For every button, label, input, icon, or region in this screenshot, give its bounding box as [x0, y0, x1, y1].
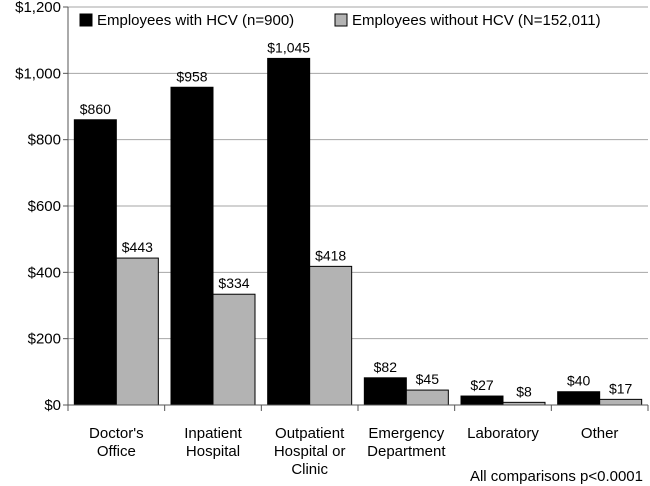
bar-without-hcv [599, 398, 643, 406]
legend: Employees with HCV (n=900) Employees with… [79, 12, 601, 29]
category-label: Doctor's Office [89, 425, 144, 460]
data-label: $860 [80, 101, 111, 117]
bar-with-hcv [363, 377, 407, 406]
data-label: $418 [315, 247, 346, 263]
bars [73, 57, 643, 406]
data-label: $40 [567, 373, 591, 389]
legend-swatch [79, 13, 93, 27]
category-label: Other [581, 425, 619, 442]
gridlines [68, 6, 648, 406]
bar-with-hcv [557, 391, 601, 406]
category-label: Laboratory [467, 425, 539, 442]
bar-with-hcv [73, 119, 117, 406]
bar-without-hcv [309, 265, 353, 406]
y-tick-label: $1,200 [15, 0, 61, 16]
bar-without-hcv [405, 389, 449, 406]
bar-with-hcv [170, 86, 214, 406]
annotation: All comparisons p<0.0001 [470, 468, 643, 485]
legend-label: Employees without HCV (N=152,011) [352, 12, 601, 29]
data-label: $958 [176, 68, 207, 84]
category-label: Outpatient Hospital or Clinic [274, 425, 346, 478]
y-tick-label: $200 [28, 331, 61, 348]
y-tick-label: $1,000 [15, 65, 61, 82]
y-tick-label: $400 [28, 264, 61, 281]
data-label: $1,045 [267, 39, 310, 55]
data-label: $82 [374, 359, 398, 375]
data-label: $443 [122, 239, 153, 255]
data-label: $45 [416, 371, 440, 387]
data-labels: $860 $443 $958 $334 $1,045 $418 $82 $45 $27 $8 $40… [80, 39, 633, 399]
bar-without-hcv [212, 293, 256, 406]
legend-label: Employees with HCV (n=900) [97, 12, 294, 29]
category-labels: Doctor's Office Inpatient Hospital Outpatien… [89, 425, 618, 478]
y-tick-labels: $0 $200 $400 $600 $800 $1,000 $1,200 [15, 0, 61, 414]
bar-without-hcv [115, 257, 159, 406]
data-label: $27 [470, 377, 494, 393]
y-tick-label: $0 [44, 397, 61, 414]
bar-with-hcv [460, 395, 504, 406]
legend-swatch [334, 13, 348, 27]
category-label: Emergency Department [367, 425, 446, 460]
category-label: Inpatient Hospital [184, 425, 242, 460]
bar-with-hcv [267, 57, 311, 406]
data-label: $8 [516, 383, 532, 399]
data-label: $334 [218, 275, 249, 291]
data-label: $17 [609, 380, 633, 396]
y-tick-label: $600 [28, 198, 61, 215]
axes [63, 6, 649, 411]
y-tick-label: $800 [28, 132, 61, 149]
